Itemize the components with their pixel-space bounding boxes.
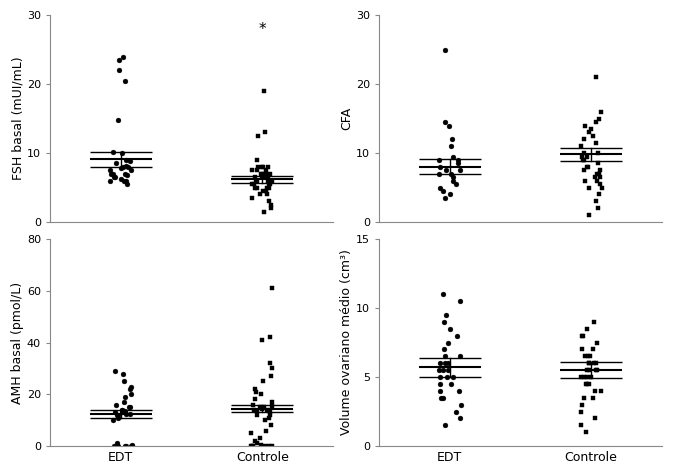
Y-axis label: Volume ovariano médio (cm³): Volume ovariano médio (cm³) [340,249,353,436]
Text: *: * [258,22,266,37]
Y-axis label: FSH basal (mUI/mL): FSH basal (mUI/mL) [11,57,24,180]
Y-axis label: AMH basal (pmol/L): AMH basal (pmol/L) [11,282,24,404]
Y-axis label: CFA: CFA [340,107,353,130]
